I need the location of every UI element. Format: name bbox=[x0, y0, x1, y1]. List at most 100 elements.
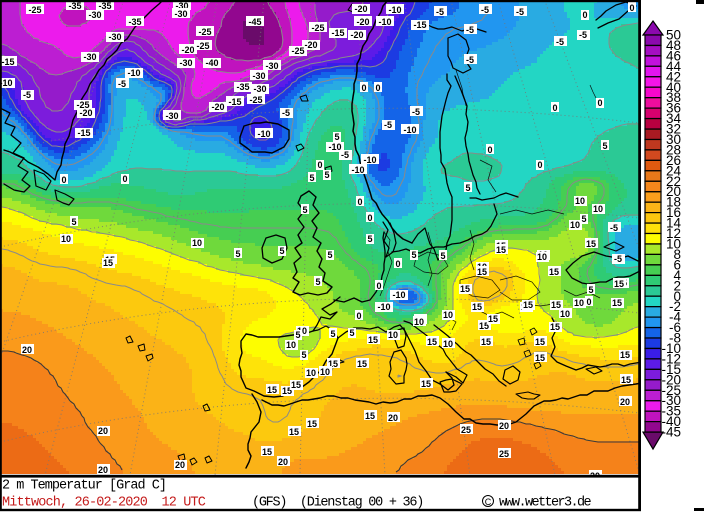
svg-text:-20: -20 bbox=[356, 17, 369, 27]
svg-text:10: 10 bbox=[537, 252, 547, 262]
svg-text:28: 28 bbox=[666, 142, 681, 157]
svg-text:30: 30 bbox=[666, 132, 681, 147]
svg-text:12: 12 bbox=[666, 226, 681, 241]
svg-text:C: C bbox=[485, 497, 492, 507]
svg-text:10: 10 bbox=[443, 310, 453, 320]
svg-text:0: 0 bbox=[375, 83, 380, 93]
svg-text:34: 34 bbox=[666, 111, 682, 126]
svg-text:0: 0 bbox=[356, 311, 361, 321]
svg-text:5: 5 bbox=[330, 329, 335, 339]
svg-text:16: 16 bbox=[666, 205, 681, 220]
svg-text:-5: -5 bbox=[466, 55, 474, 65]
svg-text:10: 10 bbox=[61, 234, 71, 244]
svg-text:-15: -15 bbox=[77, 128, 90, 138]
svg-text:5: 5 bbox=[334, 132, 339, 142]
svg-text:0: 0 bbox=[629, 3, 634, 13]
svg-text:-35: -35 bbox=[98, 1, 111, 11]
svg-text:-25: -25 bbox=[76, 100, 89, 110]
svg-text:2 m Temperatur [Grad C]: 2 m Temperatur [Grad C] bbox=[2, 479, 166, 494]
svg-text:20: 20 bbox=[590, 471, 600, 481]
svg-text:2: 2 bbox=[673, 278, 681, 293]
svg-text:15: 15 bbox=[427, 337, 437, 347]
svg-text:20: 20 bbox=[98, 426, 108, 436]
svg-text:15: 15 bbox=[612, 298, 622, 308]
svg-text:-10: -10 bbox=[127, 68, 140, 78]
svg-text:20: 20 bbox=[388, 413, 398, 423]
svg-text:-5: -5 bbox=[481, 5, 489, 15]
svg-text:10: 10 bbox=[414, 317, 424, 327]
svg-text:10: 10 bbox=[666, 237, 681, 252]
svg-text:-30: -30 bbox=[661, 393, 681, 408]
svg-text:-10: -10 bbox=[0, 78, 13, 88]
svg-text:5: 5 bbox=[602, 141, 607, 151]
svg-text:-25: -25 bbox=[249, 95, 262, 105]
svg-text:-10: -10 bbox=[257, 129, 270, 139]
svg-text:5: 5 bbox=[411, 250, 416, 260]
svg-text:0: 0 bbox=[317, 160, 322, 170]
svg-text:-4: -4 bbox=[669, 310, 681, 325]
svg-text:-10: -10 bbox=[403, 125, 416, 135]
svg-text:15: 15 bbox=[365, 411, 375, 421]
svg-text:15: 15 bbox=[472, 302, 482, 312]
svg-text:15: 15 bbox=[421, 379, 431, 389]
svg-text:20: 20 bbox=[22, 345, 32, 355]
svg-text:-5: -5 bbox=[466, 25, 474, 35]
svg-text:22: 22 bbox=[666, 174, 681, 189]
svg-text:-30: -30 bbox=[253, 84, 266, 94]
svg-text:-40: -40 bbox=[661, 414, 681, 429]
svg-text:5: 5 bbox=[440, 251, 445, 261]
svg-text:0: 0 bbox=[361, 83, 366, 93]
svg-text:0: 0 bbox=[487, 145, 492, 155]
svg-text:5: 5 bbox=[588, 285, 593, 295]
svg-text:5: 5 bbox=[367, 234, 372, 244]
svg-text:10: 10 bbox=[574, 298, 584, 308]
svg-text:5: 5 bbox=[581, 214, 586, 224]
svg-text:0: 0 bbox=[367, 213, 372, 223]
svg-text:14: 14 bbox=[666, 216, 682, 231]
svg-text:-5: -5 bbox=[412, 107, 420, 117]
svg-text:20: 20 bbox=[175, 460, 185, 470]
svg-text:5: 5 bbox=[235, 249, 240, 259]
svg-text:26: 26 bbox=[666, 153, 681, 168]
svg-text:-30: -30 bbox=[265, 61, 278, 71]
svg-text:-35: -35 bbox=[128, 17, 141, 27]
svg-text:-20: -20 bbox=[354, 4, 367, 14]
svg-text:0: 0 bbox=[586, 297, 591, 307]
svg-text:0: 0 bbox=[673, 289, 681, 304]
svg-text:20: 20 bbox=[499, 421, 509, 431]
svg-text:-25: -25 bbox=[661, 383, 681, 398]
svg-text:15: 15 bbox=[481, 337, 491, 347]
svg-text:-10: -10 bbox=[363, 155, 376, 165]
svg-text:5: 5 bbox=[71, 217, 76, 227]
svg-text:-40: -40 bbox=[205, 58, 218, 68]
svg-text:20: 20 bbox=[98, 465, 108, 475]
svg-text:15: 15 bbox=[267, 385, 277, 395]
svg-text:-25: -25 bbox=[28, 5, 41, 15]
svg-text:-5: -5 bbox=[23, 90, 31, 100]
svg-text:-15: -15 bbox=[413, 20, 426, 30]
svg-text:0: 0 bbox=[357, 197, 362, 207]
svg-text:36: 36 bbox=[666, 101, 681, 116]
svg-text:-30: -30 bbox=[252, 71, 265, 81]
svg-text:-20: -20 bbox=[79, 108, 92, 118]
svg-text:-5: -5 bbox=[341, 150, 349, 160]
svg-text:(GFS) (Dienstag 00 + 36): (GFS) (Dienstag 00 + 36) bbox=[252, 496, 423, 511]
svg-text:0: 0 bbox=[122, 174, 127, 184]
svg-text:5: 5 bbox=[327, 250, 332, 260]
svg-text:15: 15 bbox=[289, 427, 299, 437]
svg-text:10: 10 bbox=[286, 340, 296, 350]
svg-text:-6: -6 bbox=[669, 320, 681, 335]
svg-text:46: 46 bbox=[666, 48, 681, 63]
svg-text:15: 15 bbox=[620, 350, 630, 360]
svg-text:20: 20 bbox=[620, 397, 630, 407]
svg-text:5: 5 bbox=[309, 173, 314, 183]
svg-text:10: 10 bbox=[388, 330, 398, 340]
svg-text:-10: -10 bbox=[392, 290, 405, 300]
svg-text:15: 15 bbox=[477, 267, 487, 277]
svg-text:20: 20 bbox=[666, 184, 681, 199]
svg-text:5: 5 bbox=[302, 205, 307, 215]
svg-text:15: 15 bbox=[328, 359, 338, 369]
svg-text:25: 25 bbox=[499, 449, 509, 459]
svg-text:6: 6 bbox=[673, 257, 681, 272]
svg-text:15: 15 bbox=[368, 335, 378, 345]
